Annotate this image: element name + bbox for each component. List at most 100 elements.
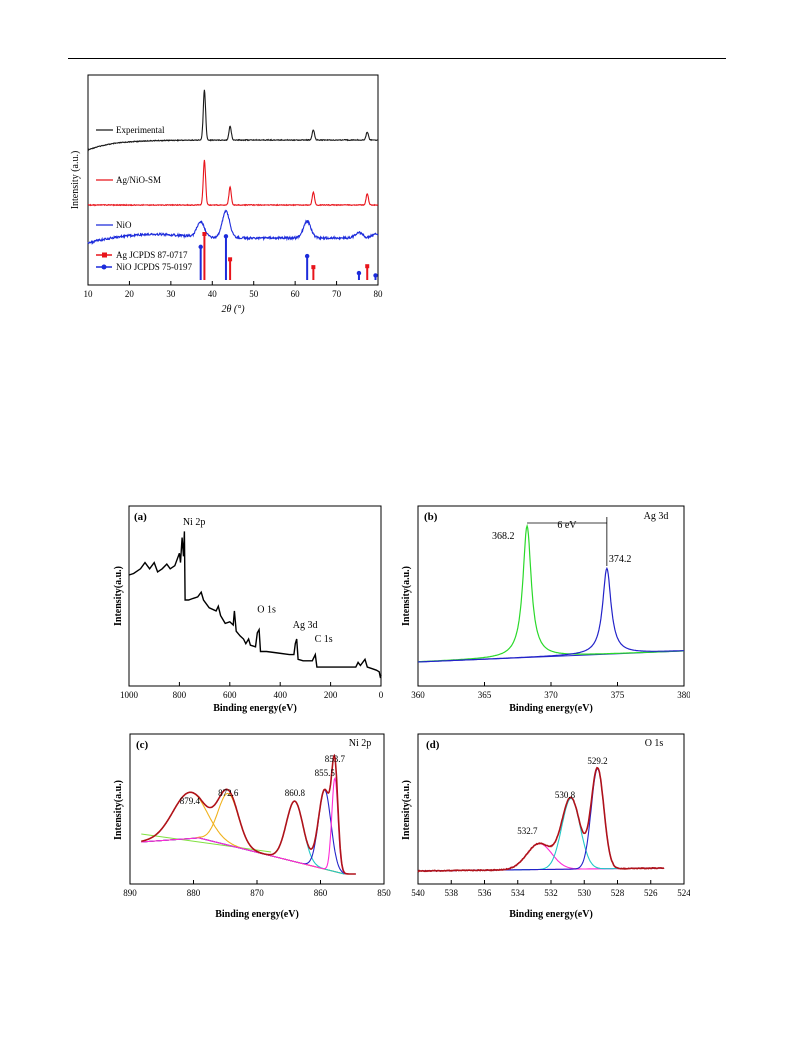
ag3d-split-label: 6 eV xyxy=(557,520,577,531)
ni2p-frame xyxy=(129,733,385,885)
ag3d-xlabel: Binding energy(eV) xyxy=(509,703,593,714)
survey-frame xyxy=(128,505,382,687)
xrd-svg: 10 20 30 40 50 60 70 80 Experimental Ag/NiO-SM Ni… xyxy=(70,74,384,315)
o1s-tick-label: 524 xyxy=(677,888,690,898)
o1s-envelope-line xyxy=(417,766,665,873)
ni2p-peak-label: 860.8 xyxy=(285,788,306,798)
o1s-component-line xyxy=(418,843,664,872)
xrd-reference-marker xyxy=(228,257,233,262)
survey-peak-label: Ag 3d xyxy=(293,620,318,631)
xrd-ylabel: Intensity (a.u.) xyxy=(70,151,81,210)
ag3d-ylabel: Intensity(a.u.) xyxy=(401,566,412,626)
o1s-tick-label: 534 xyxy=(511,888,525,898)
o1s-tick-label: 538 xyxy=(445,888,459,898)
xrd-legend-label: Ag/NiO-SM xyxy=(116,175,161,185)
o1s-tick-label: 526 xyxy=(644,888,658,898)
ni2p-peak-label: 879.4 xyxy=(180,796,201,806)
o1s-tick-label: 532 xyxy=(544,888,558,898)
ni2p-title: Ni 2p xyxy=(349,738,372,749)
xrd-series-line xyxy=(87,209,379,246)
xrd-legend-label: NiO xyxy=(116,220,132,230)
xrd-reference-marker xyxy=(356,270,362,276)
xrd-reference-marker xyxy=(365,264,370,269)
survey-tick-label: 600 xyxy=(223,690,237,700)
ag3d-tick-label: 370 xyxy=(544,690,558,700)
survey-xlabel: Binding energy(eV) xyxy=(213,703,297,714)
xrd-tick-label: 20 xyxy=(125,289,134,299)
o1s-tick-label: 540 xyxy=(411,888,425,898)
xrd-reference-marker xyxy=(202,232,207,236)
ag3d-peak-label: 374.2 xyxy=(609,554,632,565)
survey-spectrum-line xyxy=(128,531,382,679)
xrd-reference-marker xyxy=(373,273,378,278)
xrd-reference-marker xyxy=(198,244,203,250)
ni2p-satellite-line xyxy=(141,833,272,853)
ni2p-component-line xyxy=(141,776,356,875)
survey-peak-label: O 1s xyxy=(257,605,276,616)
ni2p-ylabel: Intensity(a.u.) xyxy=(113,780,124,840)
xrd-legend-marker xyxy=(101,264,107,270)
ni2p-chart: 879.4 872.6 860.8 855.5 853.7 890 880 870 860 85… xyxy=(112,728,392,938)
o1s-peak-label: 529.2 xyxy=(587,756,607,766)
xrd-reference-marker xyxy=(304,253,310,259)
survey-panel-label: (a) xyxy=(134,511,147,523)
o1s-tick-label: 536 xyxy=(478,888,492,898)
ag3d-peak-label: 368.2 xyxy=(492,531,515,542)
survey-tick-label: 0 xyxy=(379,690,384,700)
survey-chart: Ni 2p O 1s Ag 3d C 1s 1000 800 600 400 200 0 (a)… xyxy=(112,500,392,720)
ni2p-component-line xyxy=(141,792,356,875)
xrd-tick-label: 60 xyxy=(291,289,301,299)
xrd-chart: 10 20 30 40 50 60 70 80 Experimental Ag/NiO-SM Ni… xyxy=(68,70,384,315)
survey-tick-label: 400 xyxy=(273,690,287,700)
ni2p-component-line xyxy=(141,791,356,875)
survey-tick-label: 1000 xyxy=(120,690,139,700)
o1s-ylabel: Intensity(a.u.) xyxy=(401,780,412,840)
xrd-legend-label: Experimental xyxy=(116,125,165,135)
ag3d-title: Ag 3d xyxy=(644,511,669,522)
survey-ylabel: Intensity(a.u.) xyxy=(113,566,124,626)
xrd-reference-marker xyxy=(223,234,229,239)
xrd-reference-marker xyxy=(311,265,316,270)
xrd-legend-label: Ag JCPDS 87-0717 xyxy=(116,250,188,260)
xrd-series-line xyxy=(88,159,379,207)
o1s-peak-label: 530.8 xyxy=(555,790,576,800)
xrd-tick-label: 30 xyxy=(166,289,176,299)
ag3d-peak-line xyxy=(418,523,684,663)
ni2p-panel-label: (c) xyxy=(136,739,149,751)
ag3d-frame xyxy=(417,505,685,687)
o1s-chart: 532.7 530.8 529.2 540 538 536 534 532 530 528 526… xyxy=(400,728,691,938)
ag3d-tick-label: 360 xyxy=(411,690,425,700)
ni2p-peak-label: 872.6 xyxy=(218,788,239,798)
xrd-plot-frame xyxy=(87,74,379,286)
o1s-tick-label: 530 xyxy=(578,888,592,898)
ni2p-tick-label: 850 xyxy=(377,888,391,898)
xrd-series-line xyxy=(87,89,379,152)
ni2p-tick-label: 860 xyxy=(314,888,328,898)
ag3d-tick-label: 375 xyxy=(611,690,625,700)
ni2p-peak-label: 853.7 xyxy=(325,754,346,764)
o1s-tick-label: 528 xyxy=(611,888,625,898)
xrd-legend-label: NiO JCPDS 75-0197 xyxy=(116,262,193,272)
header-rule xyxy=(68,58,726,59)
xrd-xlabel: 2θ (°) xyxy=(221,304,245,315)
survey-peak-label: Ni 2p xyxy=(183,517,206,528)
ag3d-chart: 368.2 374.2 6 eV 360 365 370 375 380 (b) Ag 3d… xyxy=(400,500,691,720)
ni2p-xlabel: Binding energy(eV) xyxy=(215,909,299,920)
xrd-tick-label: 70 xyxy=(332,289,342,299)
ag3d-panel-label: (b) xyxy=(424,511,438,523)
xrd-tick-label: 40 xyxy=(208,289,218,299)
ag3d-tick-label: 380 xyxy=(677,690,690,700)
ni2p-envelope-line xyxy=(141,753,356,875)
o1s-component-line xyxy=(418,797,664,872)
ni2p-tick-label: 890 xyxy=(123,888,137,898)
survey-tick-label: 200 xyxy=(324,690,338,700)
ni2p-tick-label: 870 xyxy=(250,888,264,898)
xrd-tick-label: 50 xyxy=(249,289,259,299)
ni2p-peak-label: 855.5 xyxy=(315,768,336,778)
o1s-peak-label: 532.7 xyxy=(517,826,538,836)
ni2p-tick-label: 880 xyxy=(187,888,201,898)
xrd-tick-label: 80 xyxy=(374,289,384,299)
o1s-component-line xyxy=(418,767,664,872)
o1s-title: O 1s xyxy=(645,738,664,749)
o1s-panel-label: (d) xyxy=(426,739,440,751)
